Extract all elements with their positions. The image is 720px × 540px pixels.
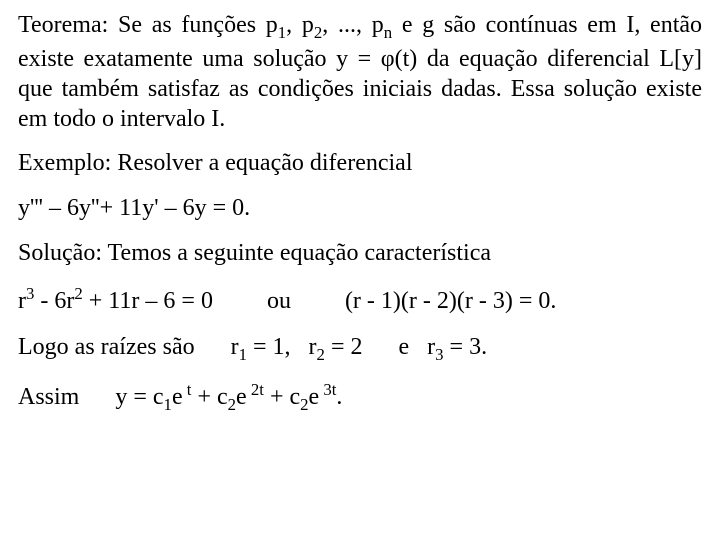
sol-plus1: + c [191,384,227,410]
solution-line: Assimy = c1e t + c2e 2t + c2e 3t. [18,379,702,416]
roots-lead: Logo as raízes são [18,334,195,360]
sol-y: y = c [115,384,163,410]
r1-val: = 1, [247,334,291,360]
r2-sub: 2 [317,344,325,363]
sub-n: n [384,23,392,42]
sol-lead: Assim [18,384,79,410]
characteristic-equation: r3 - 6r2 + 11r – 6 = 0ou(r - 1)(r - 2)(r… [18,283,702,317]
sol-e2: e [236,384,247,410]
theorem-paragraph: Teorema: Se as funções p1, p2, ..., pn e… [18,10,702,134]
sol-exp-3t: 3t [319,380,336,399]
char-mid2: + 11r – 6 = 0 [83,288,213,314]
r2-val: = 2 [325,334,363,360]
sol-s3: 2 [300,395,308,414]
r1-pre: r [231,334,239,360]
sol-plus2: + c [264,384,300,410]
ode-equation: y''' – 6y''+ 11y' – 6y = 0. [18,193,702,224]
r2-pre: r [309,334,317,360]
theorem-text-2: , p [286,12,314,38]
sol-s1: 1 [164,395,172,414]
r1-sub: 1 [239,344,247,363]
roots-line: Logo as raízes sãor1 = 1,r2 = 2er3 = 3. [18,332,702,366]
r3-sub: 3 [435,344,443,363]
char-sup2: 2 [74,284,82,303]
sol-s2: 2 [228,395,236,414]
solution-label: Solução: Temos a seguinte equação caract… [18,238,702,269]
example-label: Exemplo: Resolver a equação diferencial [18,148,702,179]
sol-exp-2t: 2t [247,380,264,399]
sol-e1: e [172,384,183,410]
theorem-label: Teorema: [18,12,108,38]
char-mid1: - 6r [34,288,74,314]
roots-e: e [398,334,409,360]
sol-e3: e [309,384,320,410]
theorem-text-1: Se as funções p [118,12,278,38]
char-factored: (r - 1)(r - 2)(r - 3) = 0. [345,288,556,314]
char-ou: ou [267,288,291,314]
theorem-text-3: , ..., p [322,12,383,38]
r3-val: = 3. [444,334,488,360]
sub-1: 1 [278,23,286,42]
r3-pre: r [427,334,435,360]
sol-dot: . [336,384,342,410]
char-r3-pre: r [18,288,26,314]
slide-page: Teorema: Se as funções p1, p2, ..., pn e… [0,0,720,540]
